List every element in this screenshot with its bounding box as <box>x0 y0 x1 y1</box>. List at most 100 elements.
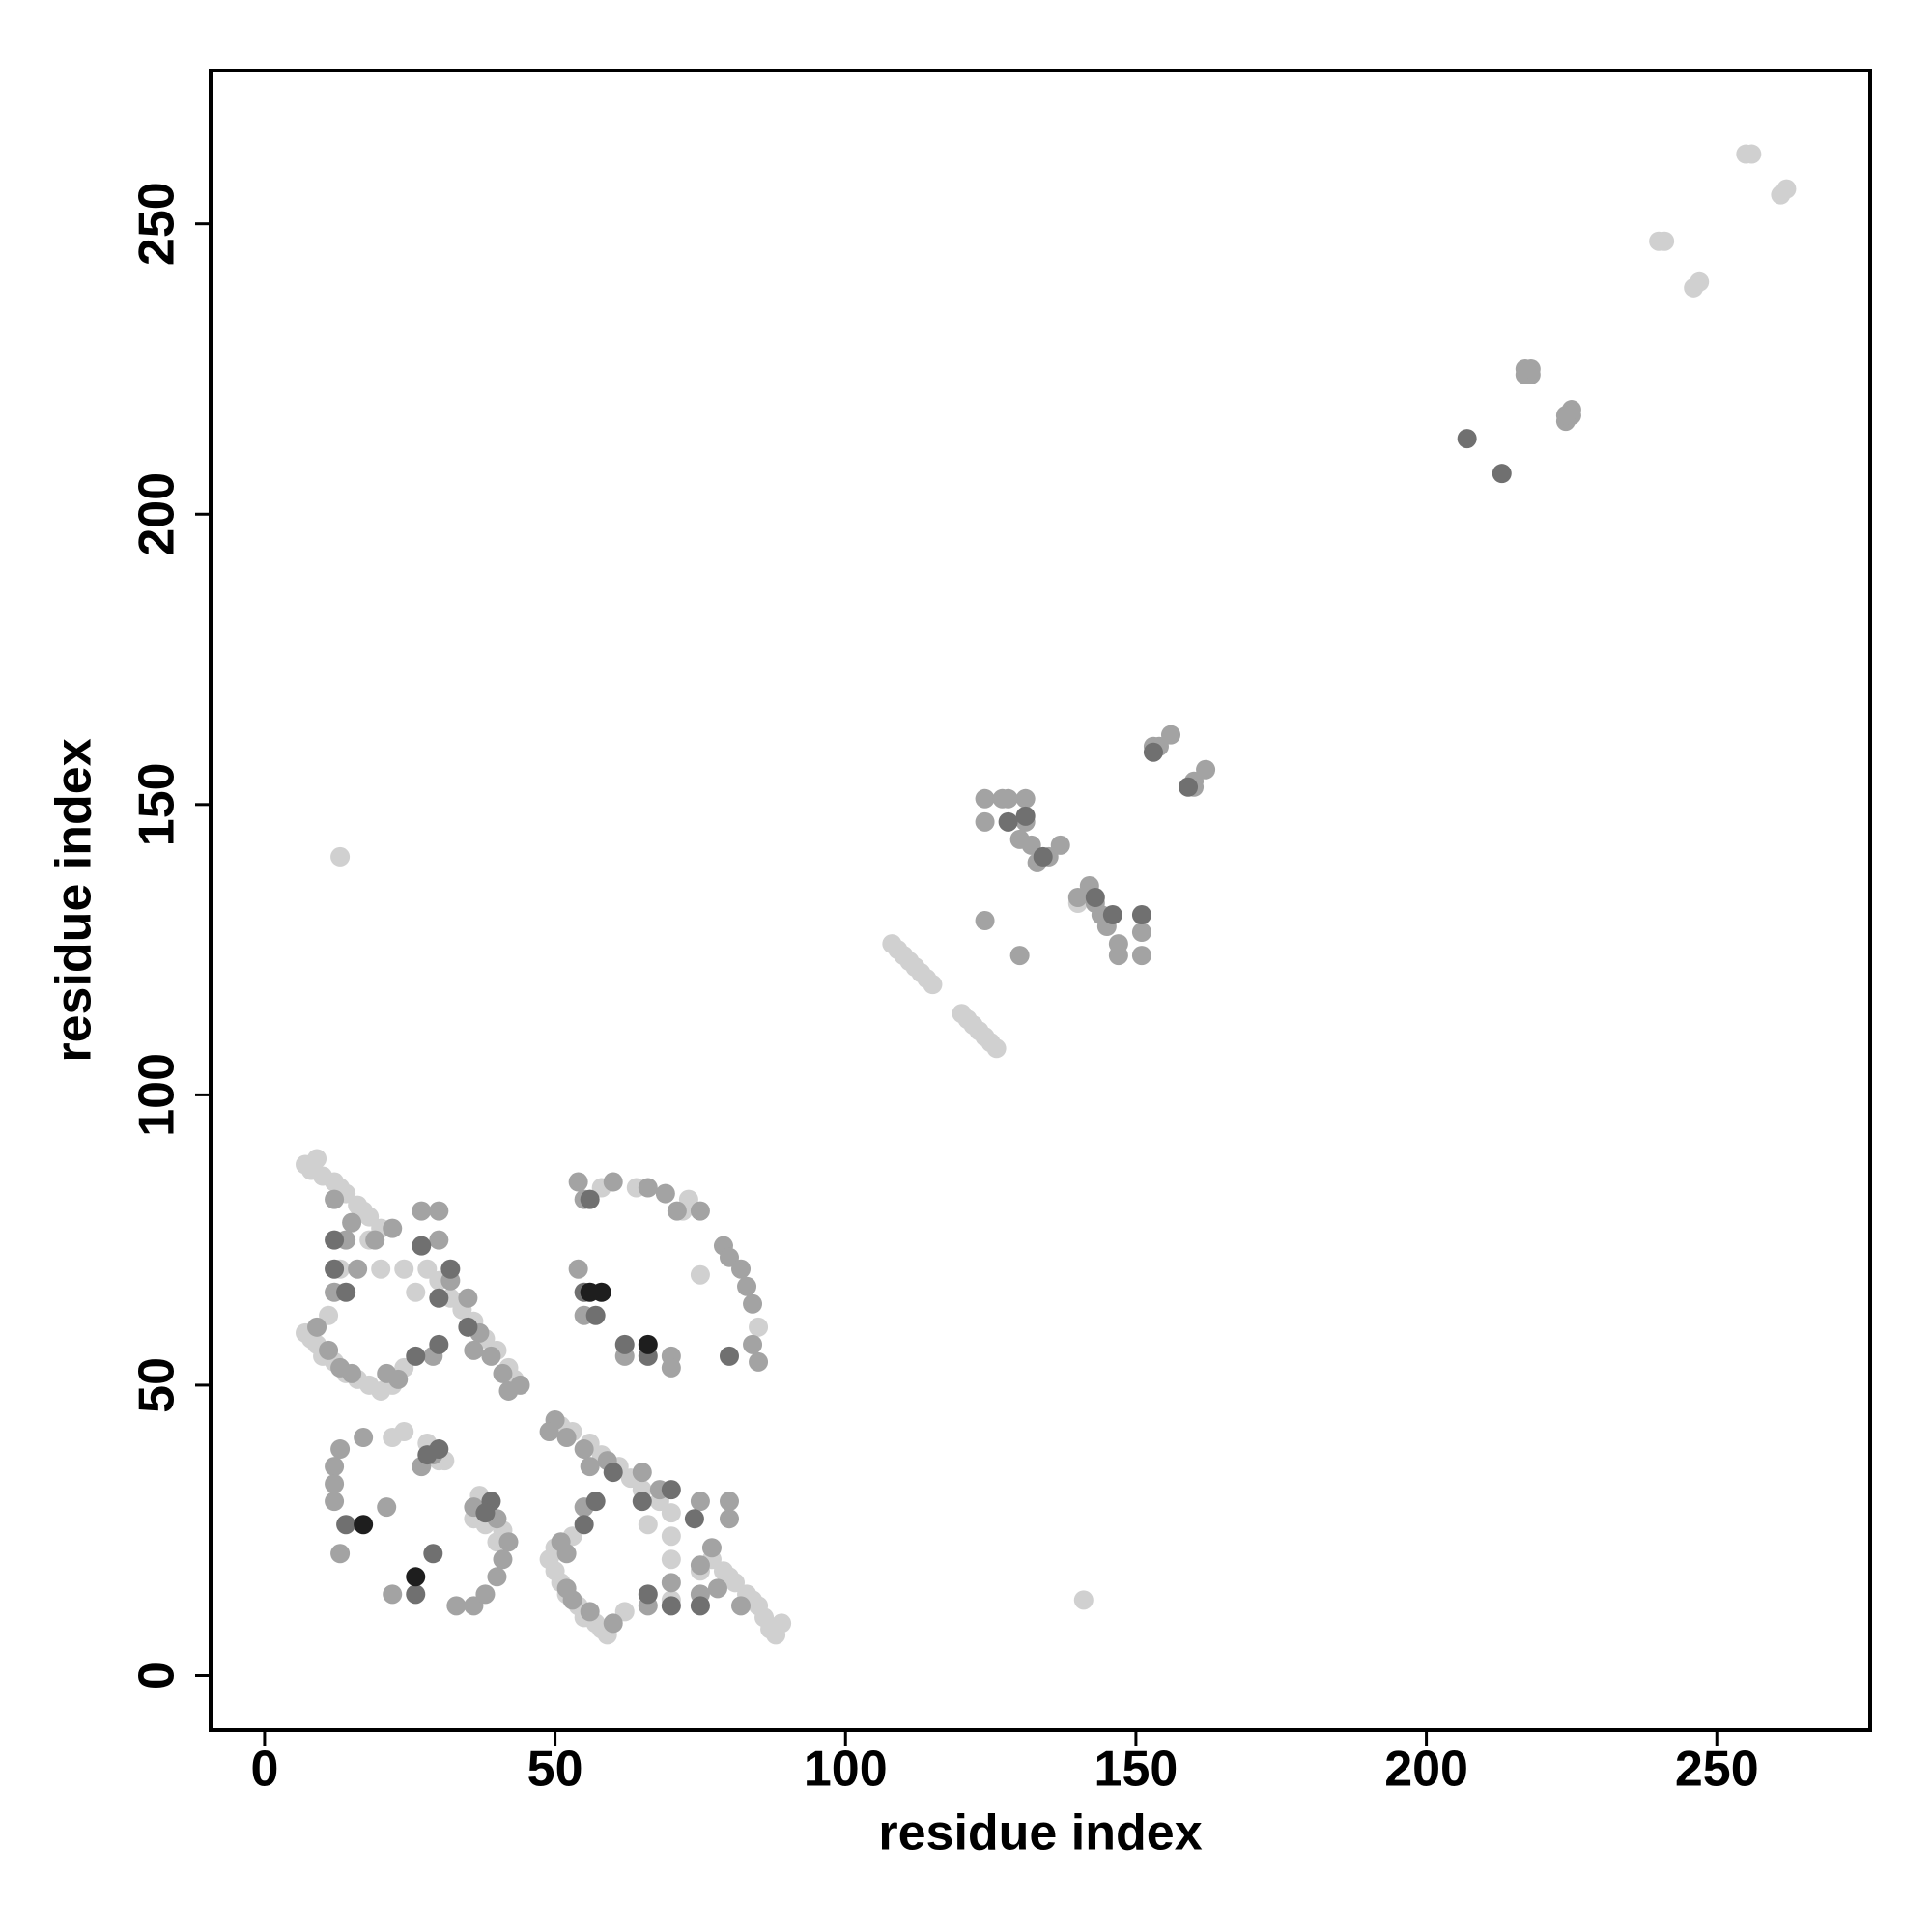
point <box>1073 1590 1094 1610</box>
point <box>388 1369 409 1389</box>
y-tick-label: 200 <box>129 472 185 556</box>
point <box>731 1596 752 1616</box>
point <box>585 1305 606 1325</box>
point <box>330 1439 351 1460</box>
point <box>539 1422 559 1442</box>
point <box>632 1463 652 1483</box>
point <box>446 1596 467 1616</box>
point <box>1131 905 1151 925</box>
plot-frame <box>209 69 1872 1732</box>
point <box>614 1334 635 1354</box>
point <box>743 1334 763 1354</box>
point <box>371 1259 391 1279</box>
point <box>661 1526 681 1547</box>
point <box>574 1515 594 1535</box>
point <box>975 911 995 931</box>
point <box>684 1509 704 1529</box>
point <box>1131 923 1151 943</box>
point <box>365 1230 385 1250</box>
point <box>423 1544 443 1564</box>
point <box>1492 464 1512 484</box>
y-axis-title: residue index <box>46 738 102 1062</box>
point <box>1179 777 1199 797</box>
point <box>998 788 1018 809</box>
point <box>417 1445 438 1465</box>
point <box>325 1259 345 1279</box>
point <box>330 1544 351 1564</box>
y-tick-label: 0 <box>129 1662 185 1690</box>
point <box>498 1380 519 1401</box>
point <box>383 1218 403 1238</box>
point <box>638 1178 658 1198</box>
point <box>458 1288 478 1308</box>
point <box>1771 185 1791 205</box>
point <box>394 1422 414 1442</box>
point <box>1515 358 1535 379</box>
point <box>632 1492 652 1512</box>
point <box>707 1578 727 1599</box>
point <box>1108 946 1128 966</box>
point <box>1015 788 1036 809</box>
point <box>690 1492 710 1512</box>
point <box>603 1463 623 1483</box>
point <box>464 1340 484 1360</box>
point <box>690 1596 710 1616</box>
y-tick-label: 50 <box>129 1357 185 1413</box>
point <box>1033 846 1053 867</box>
point <box>1085 887 1105 907</box>
point <box>325 1230 345 1250</box>
point <box>556 1578 577 1599</box>
point <box>661 1549 681 1570</box>
point <box>307 1317 327 1337</box>
point <box>638 1334 658 1354</box>
x-tick-label: 200 <box>1384 1742 1468 1798</box>
point <box>377 1497 397 1518</box>
point <box>585 1492 606 1512</box>
point <box>319 1340 339 1360</box>
point <box>342 1212 362 1233</box>
point <box>1196 759 1216 780</box>
point <box>429 1334 449 1354</box>
point <box>975 788 995 809</box>
point <box>487 1567 507 1587</box>
y-tick-label: 250 <box>129 182 185 266</box>
point <box>325 1492 345 1512</box>
point <box>406 1282 426 1302</box>
point <box>574 1439 594 1460</box>
point <box>568 1259 588 1279</box>
point <box>731 1259 752 1279</box>
point <box>556 1428 577 1448</box>
point <box>701 1538 722 1558</box>
point <box>1131 946 1151 966</box>
point <box>336 1515 356 1535</box>
point <box>394 1259 414 1279</box>
point <box>690 1201 710 1221</box>
point <box>493 1549 513 1570</box>
point <box>498 1532 519 1552</box>
point <box>429 1201 449 1221</box>
point <box>1684 277 1704 298</box>
point <box>1015 806 1036 826</box>
x-tick-label: 250 <box>1675 1742 1759 1798</box>
x-tick-label: 100 <box>804 1742 888 1798</box>
point <box>1742 144 1762 164</box>
point <box>475 1584 496 1605</box>
point <box>325 1189 345 1209</box>
point <box>743 1293 763 1314</box>
y-tick-label: 100 <box>129 1053 185 1137</box>
point <box>406 1584 426 1605</box>
x-tick-label: 0 <box>250 1742 278 1798</box>
point <box>975 811 995 832</box>
point <box>1143 742 1163 762</box>
point <box>458 1317 478 1337</box>
point <box>690 1555 710 1576</box>
point <box>661 1573 681 1593</box>
point <box>998 811 1018 832</box>
point <box>603 1613 623 1634</box>
point <box>440 1259 461 1279</box>
point <box>591 1282 611 1302</box>
point <box>354 1428 374 1448</box>
point <box>475 1503 496 1523</box>
point <box>568 1172 588 1192</box>
